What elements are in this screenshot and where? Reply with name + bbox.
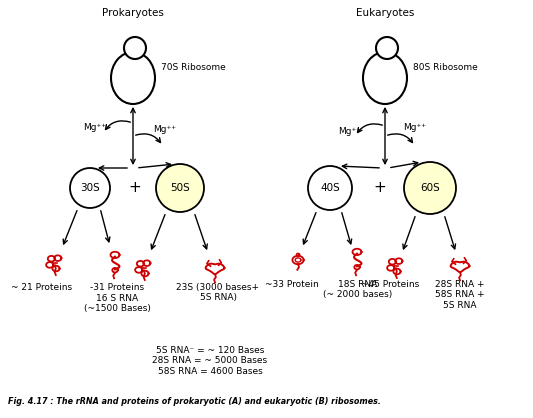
Text: 40S: 40S — [320, 183, 340, 193]
Text: Fig. 4.17 : The rRNA and proteins of prokaryotic (A) and eukaryotic (B) ribosome: Fig. 4.17 : The rRNA and proteins of pro… — [8, 397, 381, 406]
Ellipse shape — [124, 37, 146, 59]
Text: 70S Ribosome: 70S Ribosome — [161, 64, 226, 72]
Text: -31 Proteins: -31 Proteins — [90, 283, 144, 292]
Text: 80S Ribosome: 80S Ribosome — [413, 64, 478, 72]
Text: ~33 Protein: ~33 Protein — [265, 280, 319, 289]
Text: 5S RNA⁻ = ~ 120 Bases
28S RNA = ~ 5000 Bases
58S RNA = 4600 Bases: 5S RNA⁻ = ~ 120 Bases 28S RNA = ~ 5000 B… — [152, 346, 268, 376]
Text: Prokaryotes: Prokaryotes — [102, 8, 164, 18]
Ellipse shape — [376, 37, 398, 59]
Text: Eukaryotes: Eukaryotes — [356, 8, 414, 18]
Circle shape — [156, 164, 204, 212]
Ellipse shape — [363, 52, 407, 104]
Circle shape — [70, 168, 110, 208]
Text: 50S: 50S — [170, 183, 190, 193]
Text: 28S RNA +
58S RNA +
5S RNA: 28S RNA + 58S RNA + 5S RNA — [435, 280, 485, 310]
Text: 30S: 30S — [80, 183, 100, 193]
Circle shape — [404, 162, 456, 214]
Text: ~45 Proteins: ~45 Proteins — [361, 280, 419, 289]
Text: Mg⁺⁺: Mg⁺⁺ — [338, 127, 361, 135]
Ellipse shape — [111, 52, 155, 104]
Text: 23S (3000 bases+
5S RNA): 23S (3000 bases+ 5S RNA) — [176, 283, 260, 302]
Text: +: + — [128, 181, 141, 196]
Text: +: + — [374, 181, 386, 196]
Text: Mg⁺⁺: Mg⁺⁺ — [403, 123, 426, 133]
Text: Mg⁺⁺: Mg⁺⁺ — [153, 125, 176, 135]
Text: 60S: 60S — [420, 183, 440, 193]
Text: Mg⁺⁺: Mg⁺⁺ — [84, 123, 107, 133]
Circle shape — [308, 166, 352, 210]
Text: 18S RNA
(~ 2000 bases): 18S RNA (~ 2000 bases) — [324, 280, 393, 299]
Text: 16 S RNA
(~1500 Bases): 16 S RNA (~1500 Bases) — [84, 294, 150, 314]
Text: ~ 21 Proteins: ~ 21 Proteins — [11, 283, 72, 292]
